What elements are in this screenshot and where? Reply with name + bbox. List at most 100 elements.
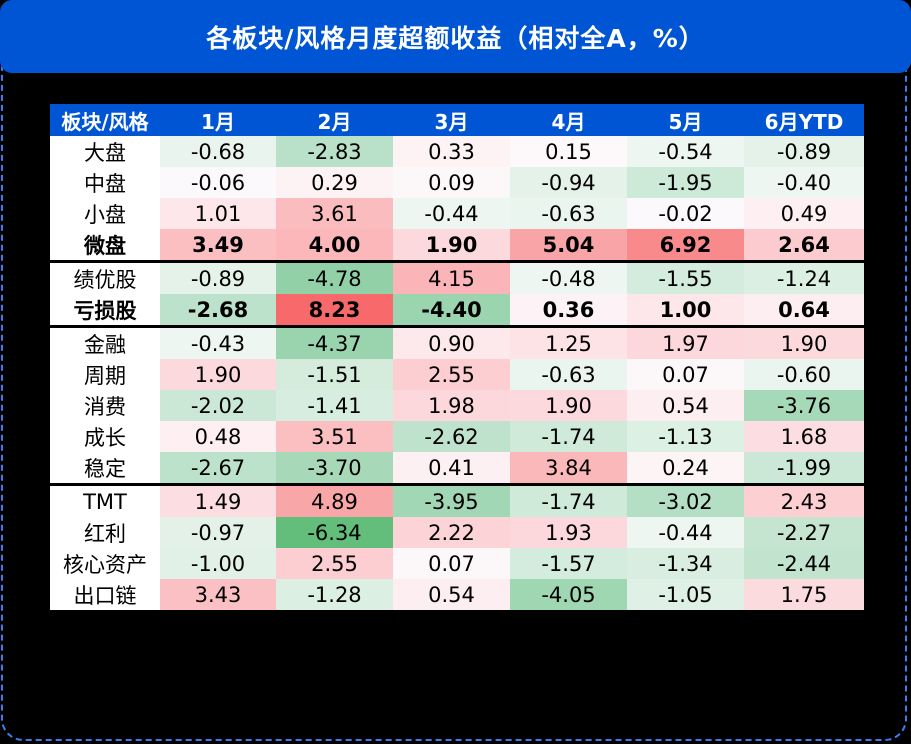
excess-return-table: 板块/风格 1月 2月 3月 4月 5月 6月YTD 大盘 -0.68 -2.83 0… — [50, 104, 864, 610]
value-cell: 1.97 — [627, 325, 744, 359]
value-cell: -0.02 — [627, 198, 744, 229]
value-cell: 1.93 — [510, 517, 627, 548]
value-cell: -0.94 — [510, 167, 627, 198]
value-cell: -6.34 — [276, 517, 393, 548]
value-cell: 0.54 — [393, 579, 510, 610]
value-cell: 1.90 — [393, 229, 510, 262]
value-cell: 0.41 — [393, 452, 510, 485]
value-cell: -2.02 — [160, 390, 276, 421]
value-cell: 0.09 — [393, 167, 510, 198]
value-cell: -2.62 — [393, 421, 510, 452]
value-cell: 8.23 — [276, 294, 393, 327]
table-row: 小盘 1.01 3.61 -0.44 -0.63 -0.02 0.49 — [50, 198, 864, 229]
dashed-frame — [1, 40, 907, 741]
value-cell: -2.68 — [160, 294, 276, 327]
row-label: 绩优股 — [50, 260, 160, 294]
value-cell: 0.15 — [510, 136, 627, 167]
value-cell: -4.40 — [393, 294, 510, 327]
value-cell: -0.63 — [510, 198, 627, 229]
row-label: 亏损股 — [50, 294, 160, 327]
value-cell: -1.05 — [627, 579, 744, 610]
value-cell: 6.92 — [627, 229, 744, 262]
row-label: TMT — [50, 483, 160, 517]
value-cell: -0.54 — [627, 136, 744, 167]
value-cell: -0.06 — [160, 167, 276, 198]
value-cell: -1.74 — [510, 421, 627, 452]
table-row: 成长 0.48 3.51 -2.62 -1.74 -1.13 1.68 — [50, 421, 864, 452]
value-cell: -1.51 — [276, 359, 393, 390]
row-label: 小盘 — [50, 198, 160, 229]
value-cell: -0.89 — [744, 136, 864, 167]
value-cell: 1.25 — [510, 325, 627, 359]
value-cell: 3.43 — [160, 579, 276, 610]
value-cell: -4.78 — [276, 260, 393, 294]
value-cell: -0.44 — [627, 517, 744, 548]
value-cell: -4.37 — [276, 325, 393, 359]
row-label: 成长 — [50, 421, 160, 452]
table-row: 绩优股 -0.89 -4.78 4.15 -0.48 -1.55 -1.24 — [50, 260, 864, 294]
header-jun-ytd: 6月YTD — [744, 104, 864, 136]
value-cell: 2.43 — [744, 483, 864, 517]
value-cell: 5.04 — [510, 229, 627, 262]
table-row: 金融 -0.43 -4.37 0.90 1.25 1.97 1.90 — [50, 325, 864, 359]
table-row: TMT 1.49 4.89 -3.95 -1.74 -3.02 2.43 — [50, 483, 864, 517]
value-cell: -1.00 — [160, 548, 276, 579]
value-cell: -0.68 — [160, 136, 276, 167]
value-cell: -1.13 — [627, 421, 744, 452]
value-cell: -1.95 — [627, 167, 744, 198]
header-jan: 1月 — [160, 104, 276, 136]
table-row: 消费 -2.02 -1.41 1.98 1.90 0.54 -3.76 — [50, 390, 864, 421]
value-cell: -3.70 — [276, 452, 393, 485]
header-sector: 板块/风格 — [50, 104, 160, 136]
value-cell: -1.41 — [276, 390, 393, 421]
header-mar: 3月 — [393, 104, 510, 136]
row-label: 消费 — [50, 390, 160, 421]
value-cell: -0.97 — [160, 517, 276, 548]
table-row: 红利 -0.97 -6.34 2.22 1.93 -0.44 -2.27 — [50, 517, 864, 548]
value-cell: 1.90 — [510, 390, 627, 421]
row-label: 稳定 — [50, 452, 160, 485]
row-label: 中盘 — [50, 167, 160, 198]
value-cell: -1.55 — [627, 260, 744, 294]
value-cell: -3.95 — [393, 483, 510, 517]
value-cell: -1.34 — [627, 548, 744, 579]
value-cell: 3.49 — [160, 229, 276, 262]
value-cell: 0.07 — [393, 548, 510, 579]
value-cell: 1.75 — [744, 579, 864, 610]
value-cell: -1.99 — [744, 452, 864, 485]
value-cell: -1.28 — [276, 579, 393, 610]
value-cell: -2.44 — [744, 548, 864, 579]
value-cell: -0.60 — [744, 359, 864, 390]
value-cell: 1.98 — [393, 390, 510, 421]
value-cell: 0.90 — [393, 325, 510, 359]
value-cell: 3.51 — [276, 421, 393, 452]
value-cell: 1.00 — [627, 294, 744, 327]
value-cell: 0.07 — [627, 359, 744, 390]
table-row: 出口链 3.43 -1.28 0.54 -4.05 -1.05 1.75 — [50, 579, 864, 610]
row-label: 周期 — [50, 359, 160, 390]
header-apr: 4月 — [510, 104, 627, 136]
row-label: 出口链 — [50, 579, 160, 610]
value-cell: -0.63 — [510, 359, 627, 390]
value-cell: -2.27 — [744, 517, 864, 548]
value-cell: -1.57 — [510, 548, 627, 579]
value-cell: 2.55 — [276, 548, 393, 579]
value-cell: 0.64 — [744, 294, 864, 327]
value-cell: 1.90 — [160, 359, 276, 390]
table-row: 亏损股 -2.68 8.23 -4.40 0.36 1.00 0.64 — [50, 294, 864, 327]
value-cell: 0.33 — [393, 136, 510, 167]
value-cell: -4.05 — [510, 579, 627, 610]
table-row: 稳定 -2.67 -3.70 0.41 3.84 0.24 -1.99 — [50, 452, 864, 485]
header-row: 板块/风格 1月 2月 3月 4月 5月 6月YTD — [50, 104, 864, 136]
value-cell: -0.40 — [744, 167, 864, 198]
value-cell: 0.48 — [160, 421, 276, 452]
value-cell: -3.02 — [627, 483, 744, 517]
value-cell: -0.48 — [510, 260, 627, 294]
row-label: 微盘 — [50, 229, 160, 262]
row-label: 核心资产 — [50, 548, 160, 579]
value-cell: 3.61 — [276, 198, 393, 229]
value-cell: -3.76 — [744, 390, 864, 421]
header-feb: 2月 — [276, 104, 393, 136]
value-cell: 1.49 — [160, 483, 276, 517]
value-cell: 4.89 — [276, 483, 393, 517]
